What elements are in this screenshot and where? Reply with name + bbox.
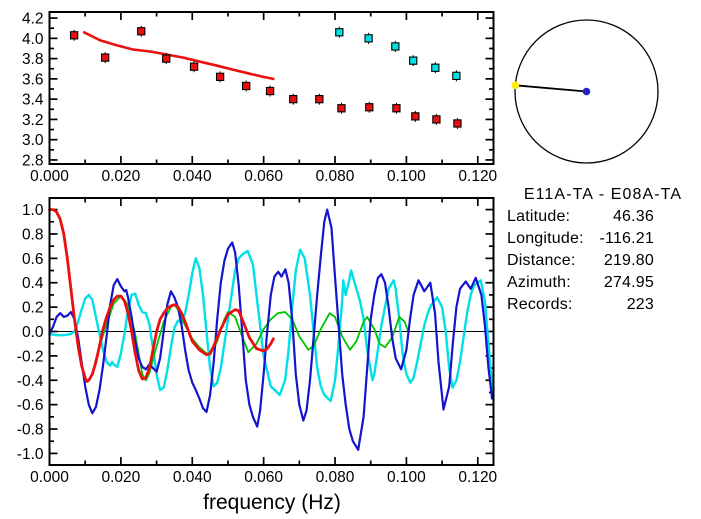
station-pair-title: E11A-TA - E08A-TA — [523, 186, 683, 203]
y-tick-label: 0.0 — [22, 324, 44, 341]
data-point-square — [431, 63, 440, 72]
x-tick-label: 0.080 — [316, 469, 355, 486]
data-point-square — [189, 62, 199, 71]
waveform-green-series — [94, 295, 410, 382]
model-dispersion-curve-series — [82, 30, 275, 81]
y-tick-label: 3.4 — [22, 92, 44, 109]
y-tick-label: 3.2 — [22, 112, 44, 129]
waveforms-frame — [48, 197, 495, 466]
x-axis-title: frequency (Hz) — [203, 491, 341, 514]
y-tick-label: 3.0 — [22, 132, 44, 149]
y-tick-label: 0.4 — [22, 275, 44, 292]
y-tick-label: 0.6 — [22, 251, 44, 268]
info-row-distance: Distance: 219.80 — [507, 250, 654, 272]
y-tick-label: -0.2 — [17, 348, 44, 365]
station-dot-yellow — [511, 81, 520, 90]
x-tick-label: 0.040 — [173, 469, 212, 486]
x-tick-label: 0.020 — [101, 469, 140, 486]
y-tick-label: -0.6 — [17, 397, 44, 414]
y-tick-label: 0.8 — [22, 226, 44, 243]
info-value: 219.80 — [603, 252, 654, 269]
data-point-square — [337, 104, 346, 113]
data-point-square — [392, 104, 401, 113]
y-tick-label: 4.0 — [22, 31, 44, 48]
info-value: 46.36 — [612, 208, 654, 225]
info-row-records: Records: 223 — [507, 294, 654, 316]
station-dot-blue — [582, 87, 591, 96]
info-label: Longitude: — [507, 230, 584, 247]
measured-velocity-cyan-squares-series — [335, 26, 461, 82]
x-tick-label: 0.020 — [101, 168, 140, 185]
y-tick-label: 0.2 — [22, 300, 44, 317]
waveform-cyan-series — [48, 248, 495, 403]
info-row-azimuth: Azimuth: 274.95 — [507, 272, 654, 294]
y-tick-label: 4.2 — [22, 11, 44, 28]
station-info-panel: E11A-TA - E08A-TA Latitude: 46.36 Longit… — [507, 184, 699, 316]
waveform-red-series — [48, 208, 275, 383]
data-point-square — [242, 81, 251, 91]
data-point-square — [289, 94, 298, 104]
azimuth-line — [515, 84, 587, 93]
data-point-square — [365, 103, 374, 112]
x-tick-label: 0.060 — [244, 469, 283, 486]
dispersion-plot: 0.000 0.020 0.040 0.060 0.080 0.100 0.120 2.8 3.… — [22, 11, 498, 185]
y-tick-label: 3.8 — [22, 51, 44, 68]
info-label: Azimuth: — [507, 274, 571, 291]
x-tick-label: 0.120 — [458, 469, 497, 486]
data-point-square — [411, 112, 420, 121]
data-point-square — [265, 86, 275, 96]
y-tick-label: -0.8 — [17, 422, 44, 439]
x-tick-label: 0.060 — [244, 168, 283, 185]
data-point-square — [391, 42, 400, 51]
info-label: Latitude: — [507, 208, 571, 225]
x-tick-label: 0.000 — [30, 469, 69, 486]
station-info-rows: Latitude: 46.36 Longitude: -116.21 Dista… — [507, 206, 699, 316]
data-point-square — [432, 115, 441, 124]
data-point-square — [453, 119, 462, 128]
dispersion-frame — [48, 11, 495, 165]
azimuth-circle-panel — [511, 19, 659, 164]
y-tick-label: 3.6 — [22, 71, 44, 88]
data-point-square — [315, 94, 324, 104]
data-point-square — [69, 31, 79, 40]
x-tick-label: 0.120 — [458, 168, 497, 185]
y-tick-label: 1.0 — [22, 202, 44, 219]
data-point-square — [364, 34, 373, 43]
data-point-square — [335, 28, 344, 37]
info-label: Distance: — [507, 252, 576, 269]
x-tick-label: 0.040 — [173, 168, 212, 185]
x-tick-label: 0.080 — [316, 168, 355, 185]
data-point-square — [452, 71, 461, 80]
x-tick-label: 0.000 — [30, 168, 69, 185]
info-row-longitude: Longitude: -116.21 — [507, 228, 654, 250]
y-tick-label: -0.4 — [17, 373, 44, 390]
info-row-latitude: Latitude: 46.36 — [507, 206, 654, 228]
azimuth-circle — [514, 19, 659, 164]
y-tick-label: 2.8 — [22, 152, 44, 169]
y-tick-label: -1.0 — [17, 446, 44, 463]
data-point-square — [101, 53, 110, 62]
data-point-square — [137, 27, 146, 36]
data-point-square — [409, 56, 418, 65]
info-label: Records: — [507, 296, 573, 313]
data-point-square — [162, 54, 171, 63]
measured-velocity-red-squares-series — [69, 25, 462, 129]
data-point-square — [215, 72, 225, 82]
x-tick-label: 0.100 — [387, 469, 426, 486]
x-tick-label: 0.100 — [387, 168, 426, 185]
info-value: 223 — [626, 296, 654, 313]
info-value: 274.95 — [603, 274, 654, 291]
waveform-blue-series — [48, 208, 495, 451]
waveform-plot: 0.000 0.020 0.040 0.060 0.080 0.100 0.120 -1.0 -… — [17, 197, 498, 486]
info-value: -116.21 — [599, 230, 654, 247]
